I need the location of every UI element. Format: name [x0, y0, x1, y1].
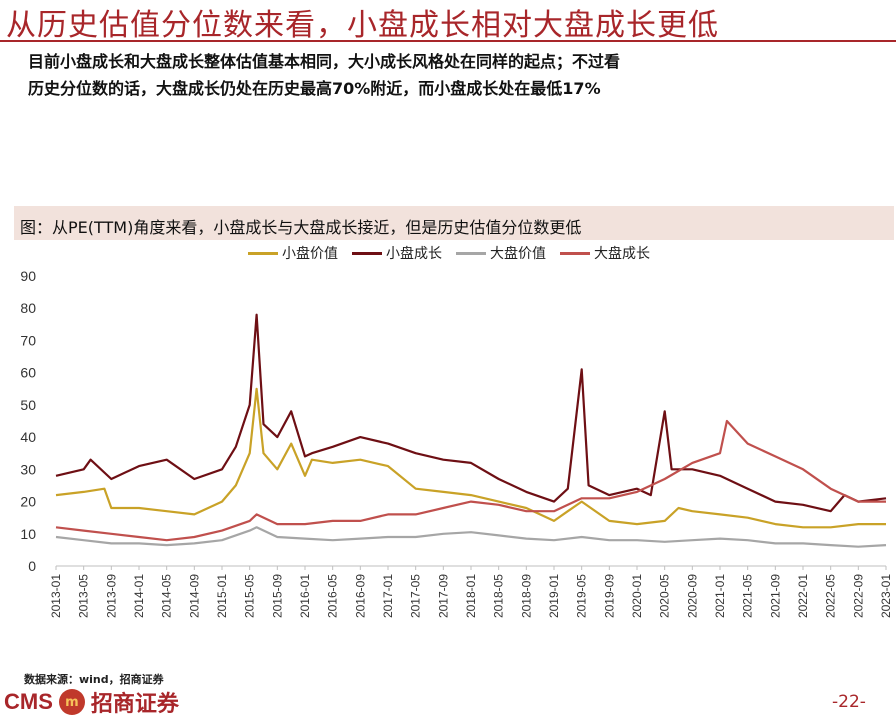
legend-label: 小盘成长 — [386, 246, 442, 262]
x-tick-label: 2017-05 — [409, 574, 423, 618]
title-divider — [0, 40, 896, 42]
x-tick-label: 2013-05 — [77, 574, 91, 618]
x-tick-label: 2017-01 — [381, 574, 395, 618]
legend-label: 小盘价值 — [282, 246, 338, 262]
y-tick-label: 30 — [20, 461, 36, 477]
x-tick-label: 2016-09 — [353, 574, 367, 618]
y-tick-label: 60 — [20, 365, 36, 381]
summary-line-2: 历史分位数的话，大盘成长仍处在历史最高70%附近，而小盘成长处在最低17% — [28, 79, 601, 98]
legend-swatch — [248, 251, 278, 255]
legend-swatch — [560, 251, 590, 255]
x-tick-label: 2020-05 — [658, 574, 672, 618]
series-line-3 — [55, 526, 887, 548]
data-source-note: 数据来源：wind，招商证券 — [24, 673, 164, 686]
x-tick-label: 2014-05 — [160, 574, 174, 618]
logo-mark-icon: m — [58, 689, 85, 715]
x-tick-label: 2022-01 — [796, 574, 810, 618]
y-tick-label: 90 — [20, 268, 36, 284]
series-line-4 — [55, 419, 886, 542]
legend-label: 大盘成长 — [594, 246, 650, 262]
logo-company-name: 招商证券 — [90, 692, 179, 717]
x-tick-label: 2017-09 — [436, 574, 450, 618]
x-tick-label: 2023-01 — [879, 574, 893, 618]
y-tick-label: 50 — [20, 397, 36, 413]
x-tick-label: 2013-09 — [104, 574, 118, 618]
x-tick-label: 2015-09 — [270, 574, 284, 618]
x-tick-label: 2019-05 — [575, 574, 589, 618]
y-tick-label: 20 — [20, 494, 36, 510]
x-tick-label: 2022-05 — [824, 574, 838, 618]
series-line-1 — [55, 387, 886, 529]
x-tick-label: 2016-05 — [326, 574, 340, 618]
page-title: 从历史估值分位数来看，小盘成长相对大盘成长更低 — [6, 8, 719, 43]
legend-item-1: 小盘价值 — [248, 244, 338, 262]
x-tick-label: 2015-01 — [215, 574, 229, 618]
chart-panel — [14, 206, 894, 666]
x-tick-label: 2021-01 — [713, 574, 727, 618]
x-tick-label: 2021-05 — [741, 574, 755, 618]
legend-item-2: 小盘成长 — [352, 244, 442, 262]
x-tick-label: 2019-01 — [547, 574, 561, 618]
series-line-2 — [55, 313, 887, 513]
x-tick-label: 2016-01 — [298, 574, 312, 618]
x-tick-label: 2018-09 — [519, 574, 533, 618]
x-tick-label: 2014-09 — [187, 574, 201, 618]
x-tick-label: 2014-01 — [132, 574, 146, 618]
x-tick-label: 2022-09 — [851, 574, 865, 618]
x-tick-label: 2020-01 — [630, 574, 644, 618]
logo-cms-text: CMS — [4, 689, 53, 714]
x-tick-label: 2019-09 — [602, 574, 616, 618]
y-tick-label: 80 — [20, 300, 36, 316]
x-tick-label: 2013-01 — [49, 574, 63, 618]
chart-header-band — [14, 206, 894, 240]
legend-item-3: 大盘价值 — [456, 244, 546, 262]
legend-label: 大盘价值 — [490, 246, 546, 262]
brand-logo: CMS m 招商证券 — [4, 686, 179, 718]
legend-item-4: 大盘成长 — [560, 244, 650, 262]
x-tick-label: 2021-09 — [768, 574, 782, 618]
legend-swatch — [456, 251, 486, 255]
x-tick-label: 2020-09 — [685, 574, 699, 618]
summary-line-1: 目前小盘成长和大盘成长整体估值基本相同，大小成长风格处在同样的起点；不过看 — [28, 52, 621, 71]
chart-legend: 小盘价值 小盘成长 大盘价值 大盘成长 — [248, 244, 650, 262]
x-tick-label: 2018-05 — [492, 574, 506, 618]
legend-swatch — [352, 251, 382, 255]
x-tick-label: 2015-05 — [243, 574, 257, 618]
x-tick-label: 2018-01 — [464, 574, 478, 618]
y-tick-label: 40 — [20, 429, 36, 445]
y-tick-label: 70 — [20, 332, 36, 348]
page-number: -22- — [832, 692, 866, 712]
chart-title: 图：从PE(TTM)角度来看，小盘成长与大盘成长接近，但是历史估值分位数更低 — [20, 218, 582, 237]
y-tick-label: 0 — [28, 558, 36, 574]
y-tick-label: 10 — [20, 526, 36, 542]
